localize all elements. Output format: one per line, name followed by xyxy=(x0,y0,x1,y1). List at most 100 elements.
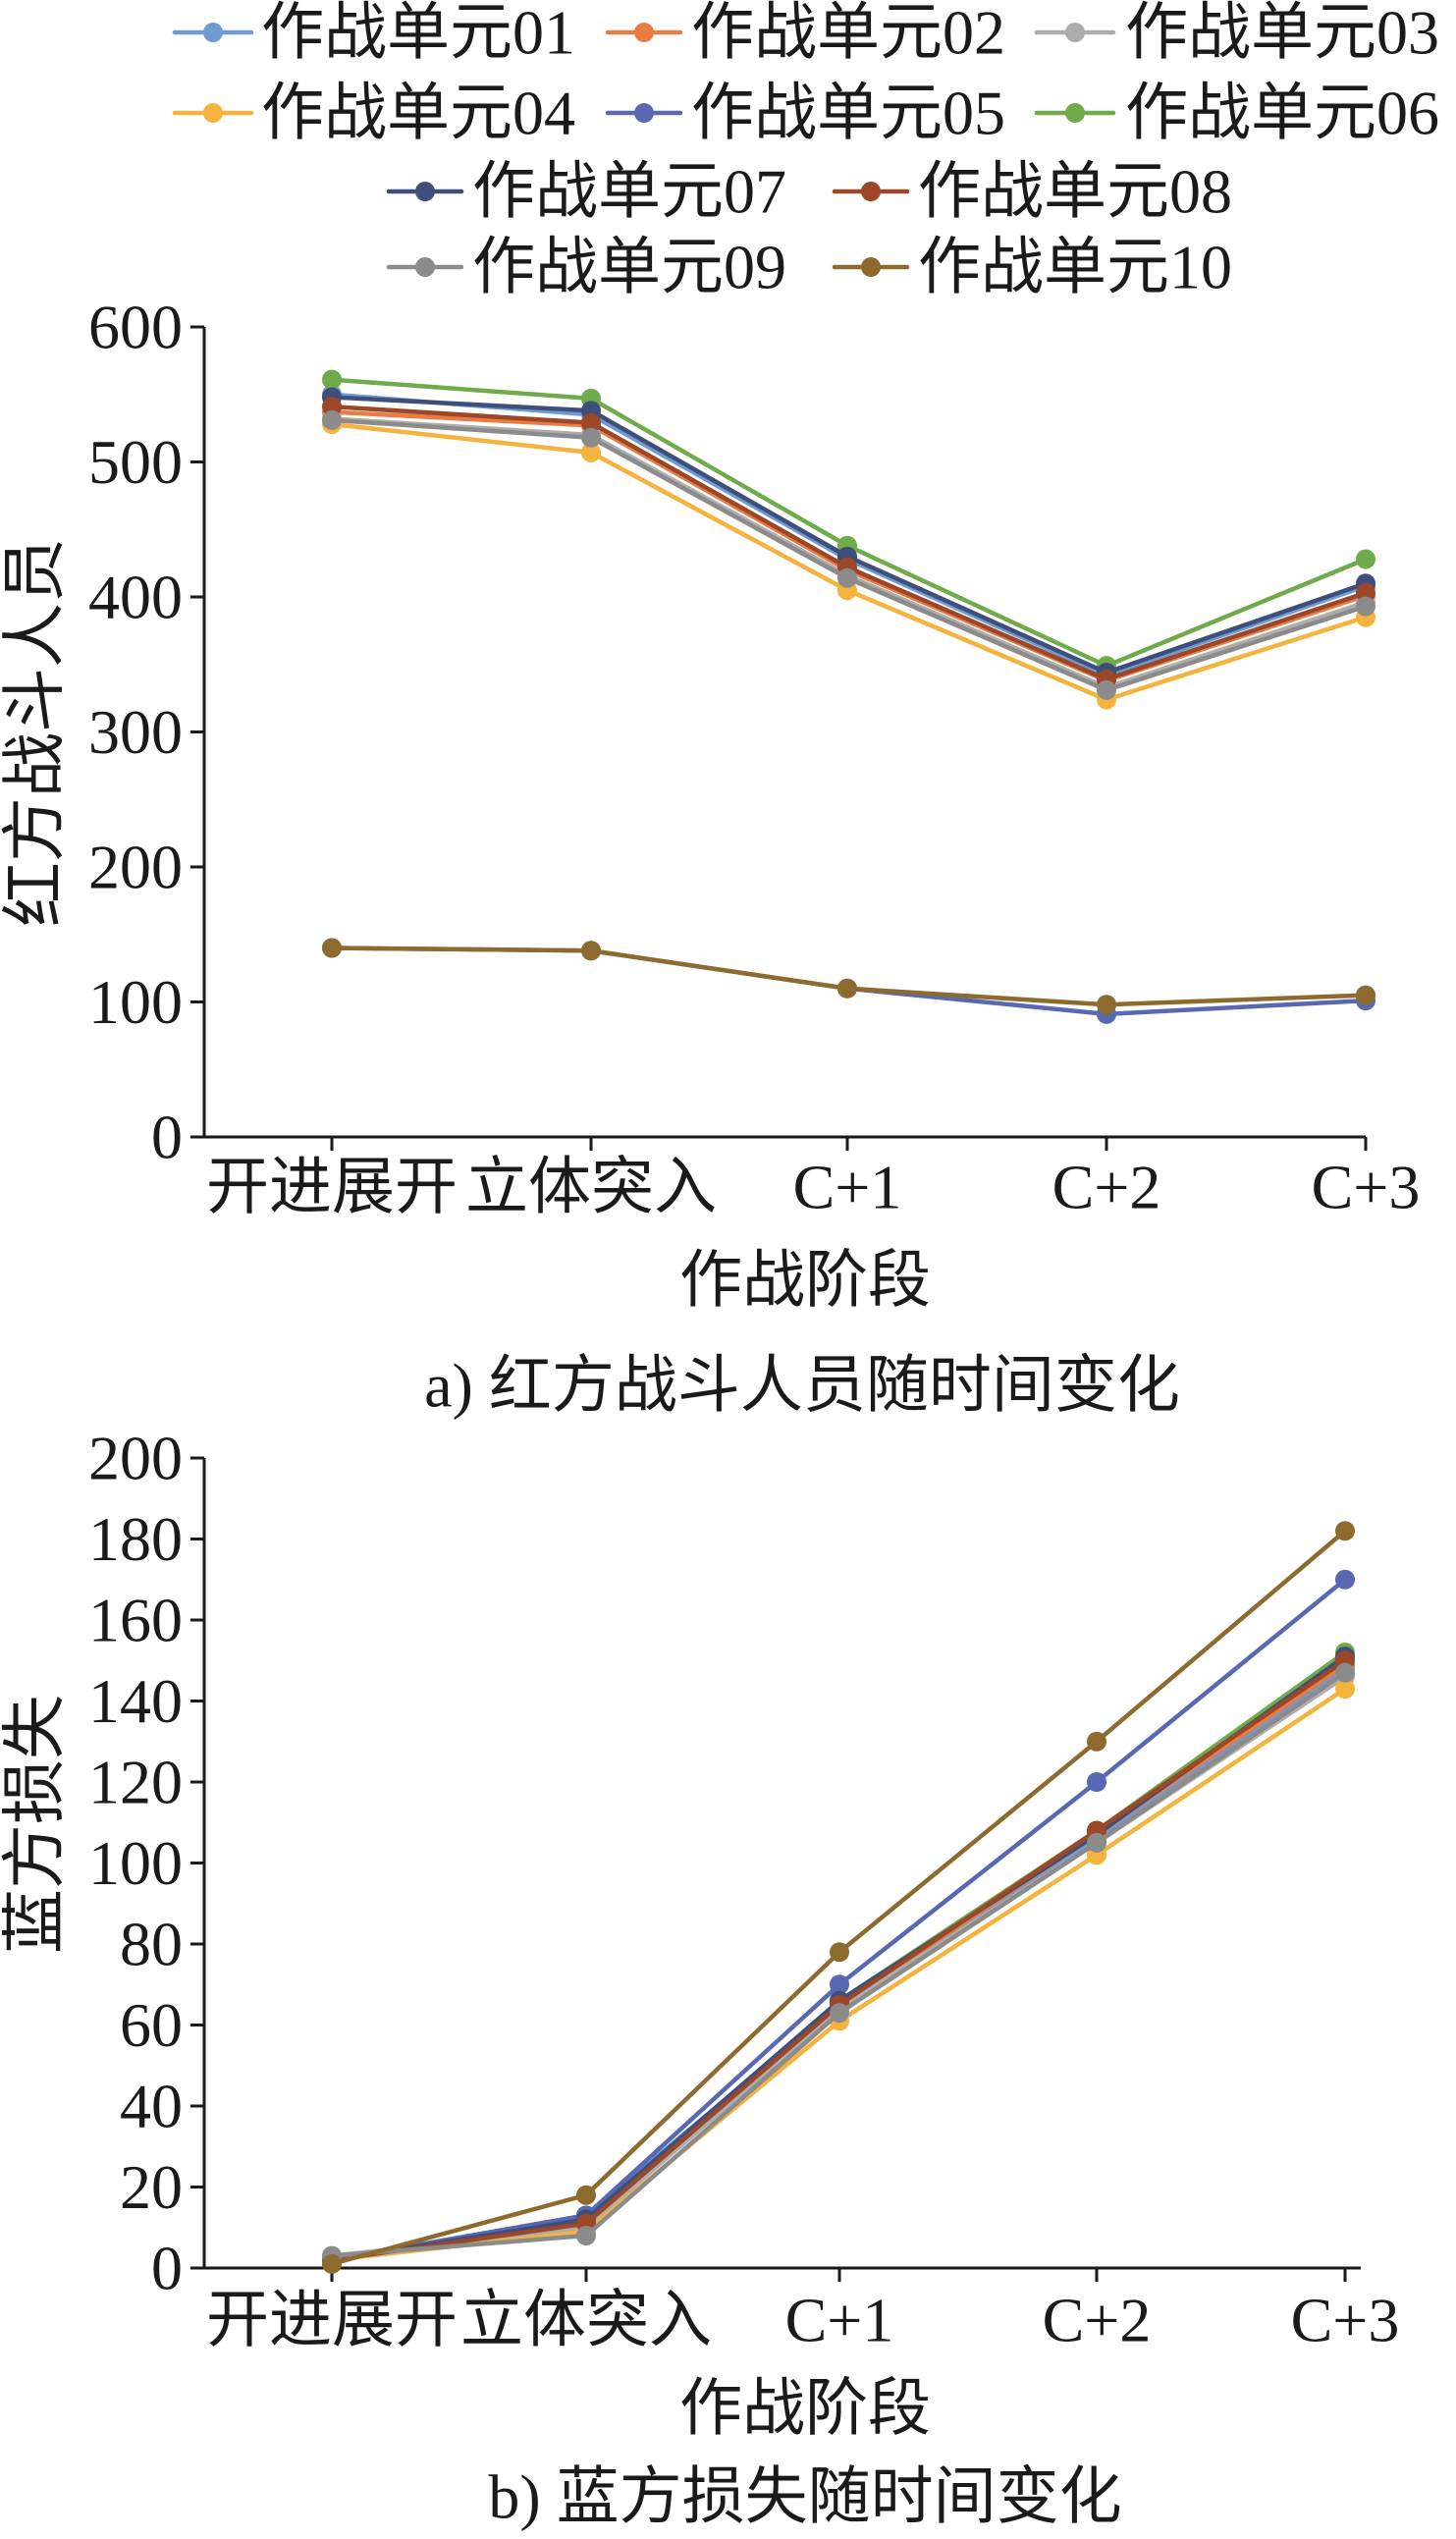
series-01-line xyxy=(329,1666,1348,2262)
y-tick-label: 100 xyxy=(88,1828,183,1898)
legend-marker xyxy=(203,103,223,123)
y-axis-title: 红方战斗人员 xyxy=(0,538,72,927)
legend-label: 作战单元08 xyxy=(918,157,1232,227)
y-tick-label: 400 xyxy=(88,563,183,632)
legend-item-06: 作战单元06 xyxy=(1034,79,1439,148)
legend-item-04: 作战单元04 xyxy=(172,79,575,148)
x-category-label: C+1 xyxy=(793,1153,902,1222)
series-08-point-1 xyxy=(322,397,342,417)
series-10-line xyxy=(329,1529,1348,2267)
chart-caption: b) 蓝方损失随时间变化 xyxy=(488,2462,1121,2532)
y-tick-label: 100 xyxy=(88,967,183,1037)
legend-marker xyxy=(1065,103,1085,123)
y-tick-label: 200 xyxy=(88,1424,183,1493)
legend-item-03: 作战单元03 xyxy=(1034,0,1439,68)
series-01 xyxy=(322,1658,1355,2270)
y-tick-label: 0 xyxy=(151,1103,183,1172)
legend-item-08: 作战单元08 xyxy=(832,157,1232,227)
legend-label: 作战单元10 xyxy=(918,233,1232,302)
series-10 xyxy=(322,1521,1355,2274)
y-tick-label: 140 xyxy=(88,1666,183,1736)
legend-marker xyxy=(861,182,881,201)
series-05-line xyxy=(329,1577,1348,2262)
series-06-point-1 xyxy=(322,369,342,390)
chart-a-red-personnel: 0 100 200 300 400 500 600 开进展开 立体突入 C+1 C+2 C+3 作战阶段… xyxy=(0,293,1420,1421)
chart-caption: a) 红方战斗人员随时间变化 xyxy=(424,1351,1180,1421)
series-06-point-5 xyxy=(1356,549,1375,569)
series-09-point-4 xyxy=(1097,679,1116,700)
y-tick-label: 600 xyxy=(88,293,183,362)
series-09-point-2 xyxy=(581,427,601,448)
y-axis-title: 蓝方损失 xyxy=(0,1695,72,1954)
series-10-point-2 xyxy=(581,941,601,961)
legend-item-09: 作战单元09 xyxy=(386,233,786,302)
y-tick-label: 180 xyxy=(88,1504,183,1574)
series-09-point-5 xyxy=(1356,596,1375,617)
legend-marker xyxy=(415,257,435,277)
legend: 作战单元01 作战单元02 作战单元03 作战单元04 作战单元05 作战单元06 作战单元… xyxy=(172,0,1439,302)
x-category-label: C+1 xyxy=(785,2286,894,2355)
x-axis-title: 作战阶段 xyxy=(679,2374,931,2444)
series-04-point-5 xyxy=(1335,1679,1355,1700)
series-05-point-4 xyxy=(1087,1772,1106,1792)
x-category-label: 立体突入 xyxy=(465,1153,717,1222)
series-08-point-2 xyxy=(581,412,601,433)
x-category-label: C+3 xyxy=(1312,1153,1421,1222)
legend-marker xyxy=(634,103,654,123)
x-category-label: C+2 xyxy=(1043,2286,1152,2355)
legend-label: 作战单元04 xyxy=(261,79,575,148)
series-09-point-3 xyxy=(837,567,857,588)
series-10-point-5 xyxy=(1356,985,1375,1005)
legend-marker xyxy=(1065,23,1085,42)
legend-item-01: 作战单元01 xyxy=(172,0,575,68)
y-tick-label: 200 xyxy=(88,833,183,902)
series-10-point-5 xyxy=(1335,1521,1355,1541)
legend-item-07: 作战单元07 xyxy=(386,157,786,227)
legend-label: 作战单元02 xyxy=(691,0,1005,68)
y-tick-label: 80 xyxy=(120,1910,183,1979)
series-10-point-2 xyxy=(576,2185,596,2205)
series-09-point-5 xyxy=(1335,1662,1355,1683)
series-10-point-3 xyxy=(830,1942,849,1963)
series-09 xyxy=(322,1662,1355,2266)
series-09-point-1 xyxy=(322,409,342,430)
series-10-point-3 xyxy=(837,978,857,999)
x-category-label: C+2 xyxy=(1052,1153,1161,1222)
series-10-point-4 xyxy=(1087,1731,1106,1752)
legend-item-02: 作战单元02 xyxy=(605,0,1005,68)
x-category-label: C+3 xyxy=(1291,2286,1400,2355)
x-category-label: 开进展开 xyxy=(206,2286,458,2355)
y-tick-label: 20 xyxy=(120,2152,183,2222)
series-01-line xyxy=(329,392,1369,677)
legend-marker xyxy=(861,257,881,277)
series-05 xyxy=(322,1569,1355,2270)
series-04-point-2 xyxy=(581,442,601,462)
y-tick-label: 0 xyxy=(151,2234,183,2303)
legend-label: 作战单元03 xyxy=(1125,0,1439,68)
series-10 xyxy=(322,938,1375,1015)
series-02-line xyxy=(329,1662,1348,2262)
legend-marker xyxy=(203,23,223,42)
legend-item-05: 作战单元05 xyxy=(605,79,1005,148)
series-02 xyxy=(322,1654,1355,2270)
legend-label: 作战单元05 xyxy=(691,79,1005,148)
legend-marker xyxy=(415,182,435,201)
series-08-point-5 xyxy=(1356,582,1375,603)
legend-label: 作战单元06 xyxy=(1125,79,1439,148)
x-category-label: 立体突入 xyxy=(460,2286,712,2355)
series-10-point-1 xyxy=(322,938,342,958)
legend-marker xyxy=(634,23,654,42)
y-tick-label: 120 xyxy=(88,1748,183,1817)
chart-b-blue-losses: 0 20 40 60 80 100 120 140 160 180 200 开进展开 立体突入 C+1 C+… xyxy=(0,1424,1399,2532)
series-09-point-2 xyxy=(576,2226,596,2245)
y-tick-label: 60 xyxy=(120,1990,183,2060)
series-10-point-4 xyxy=(1097,995,1116,1015)
series-06-line xyxy=(329,377,1369,669)
series-09-point-3 xyxy=(830,2003,849,2024)
y-tick-label: 160 xyxy=(88,1586,183,1655)
y-tick-label: 300 xyxy=(88,697,183,767)
series-09-point-4 xyxy=(1087,1832,1106,1853)
legend-label: 作战单元09 xyxy=(472,233,786,302)
series-05-point-3 xyxy=(830,1974,849,1995)
series-05-point-5 xyxy=(1335,1569,1355,1590)
